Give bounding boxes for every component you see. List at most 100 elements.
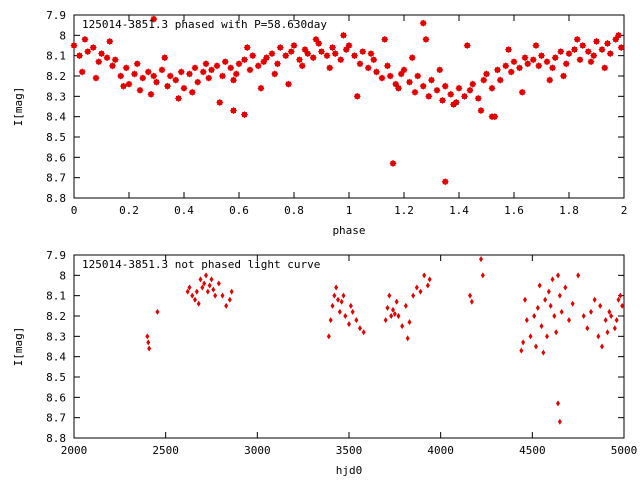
- data-point-overlay: [533, 43, 539, 48]
- data-point: [539, 323, 544, 330]
- data-point-overlay: [154, 79, 159, 85]
- data-point-overlay: [343, 47, 349, 53]
- data-point-overlay: [341, 32, 346, 38]
- data-point-overlay: [151, 73, 157, 79]
- data-point: [190, 292, 195, 299]
- data-point: [396, 313, 401, 319]
- data-point-overlay: [574, 36, 580, 42]
- data-point-overlay: [489, 114, 495, 120]
- data-point-overlay: [572, 47, 577, 53]
- data-point: [383, 317, 388, 324]
- data-point-overlay: [456, 85, 462, 91]
- data-point-overlay: [448, 91, 454, 97]
- data-point-overlay: [525, 61, 531, 67]
- data-point-overlay: [585, 49, 591, 55]
- data-point: [567, 317, 571, 324]
- y-tick-label: 8.2: [46, 310, 66, 323]
- data-point-overlay: [563, 61, 569, 67]
- data-point-overlay: [123, 65, 129, 71]
- data-point: [341, 292, 346, 299]
- data-point-overlay: [195, 79, 201, 85]
- x-tick-label: 2: [621, 204, 628, 217]
- y-tick-label: 8.7: [46, 412, 66, 425]
- data-point: [204, 272, 208, 279]
- data-point: [339, 298, 344, 305]
- data-point-overlay: [132, 71, 137, 77]
- data-point: [354, 317, 359, 324]
- data-point: [556, 272, 560, 279]
- data-point-overlay: [599, 47, 605, 53]
- data-point: [418, 288, 423, 295]
- data-point-overlay: [140, 75, 146, 81]
- x-tick-label: 2000: [61, 444, 88, 457]
- data-point: [194, 288, 199, 295]
- data-point: [227, 296, 232, 303]
- data-point-overlay: [401, 67, 407, 73]
- data-point: [425, 282, 430, 289]
- x-tick-label: 0.6: [229, 204, 249, 217]
- data-point-overlay: [121, 83, 126, 89]
- data-point: [216, 280, 221, 287]
- data-point-overlay: [299, 63, 305, 69]
- x-tick-label: 4000: [427, 444, 454, 457]
- data-point: [605, 329, 610, 336]
- phased-light-curve-panel: 0 0.2 0.4 0.6 0.8 1 1.2 1.4 1.6 1.8 2 7.9 8 8.1 8.2 8.3…: [12, 9, 627, 237]
- data-point-overlay: [420, 20, 426, 26]
- data-point: [220, 292, 225, 299]
- data-point: [389, 313, 394, 319]
- y-tick-label: 8.4: [46, 351, 66, 364]
- data-point: [607, 308, 612, 315]
- data-point-overlay: [236, 61, 242, 67]
- data-point: [196, 300, 201, 307]
- data-point: [200, 284, 205, 291]
- data-point-overlay: [327, 65, 333, 71]
- data-point: [557, 418, 562, 425]
- y-tick-label: 8.6: [46, 151, 66, 164]
- x-tick-label: 1: [346, 204, 353, 217]
- data-point-overlay: [310, 55, 316, 61]
- data-point: [585, 325, 590, 332]
- data-point-overlay: [99, 51, 104, 57]
- data-point: [202, 280, 207, 287]
- data-point-overlay: [368, 51, 374, 57]
- data-point: [609, 313, 614, 319]
- data-point-overlay: [313, 36, 319, 42]
- data-point-overlay: [437, 67, 443, 73]
- data-point-overlay: [382, 36, 388, 42]
- data-point: [147, 345, 152, 352]
- data-point: [336, 296, 340, 303]
- data-point-overlay: [77, 53, 82, 59]
- data-point-overlay: [93, 75, 99, 81]
- y-tick-label: 7.9: [46, 9, 66, 22]
- data-point-overlay: [79, 69, 85, 75]
- x-tick-label: 3000: [244, 444, 271, 457]
- data-point: [207, 282, 212, 289]
- data-point-overlay: [374, 69, 379, 75]
- data-point: [405, 335, 410, 342]
- data-point-overlay: [464, 43, 470, 48]
- data-point: [411, 292, 416, 299]
- data-point-overlay: [484, 71, 489, 77]
- data-point-overlay: [618, 45, 624, 51]
- data-point-overlay: [550, 65, 555, 71]
- data-point: [620, 302, 625, 309]
- data-point: [387, 292, 392, 299]
- y-tick-label: 8.3: [46, 330, 66, 343]
- x-axis-label: hjd0: [336, 464, 363, 477]
- x-tick-label: 1.4: [449, 204, 469, 217]
- data-point-overlay: [269, 51, 275, 57]
- data-point: [385, 304, 390, 311]
- data-point-overlay: [605, 40, 610, 46]
- x-tick-label: 4500: [519, 444, 546, 457]
- data-point-overlay: [495, 67, 500, 73]
- data-point: [350, 308, 355, 315]
- data-point-overlay: [291, 43, 297, 48]
- data-point: [347, 321, 351, 328]
- data-point-overlay: [286, 81, 291, 87]
- data-point-overlay: [429, 77, 434, 83]
- data-point-overlay: [305, 51, 311, 57]
- data-point: [209, 276, 214, 283]
- data-point-overlay: [165, 83, 170, 89]
- data-point-overlay: [577, 57, 583, 63]
